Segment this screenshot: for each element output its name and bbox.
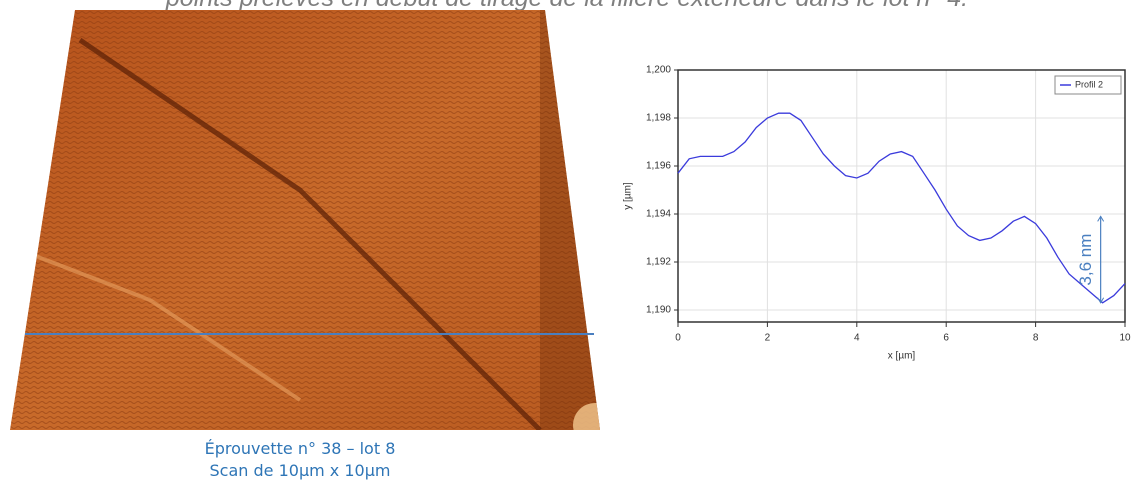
x-tick-label: 6 bbox=[943, 333, 949, 344]
header-text: points prélevés en début de tirage de la… bbox=[0, 0, 1134, 13]
legend-box bbox=[1054, 75, 1122, 95]
caption-line: Éprouvette n° 38 – lot 8 bbox=[204, 439, 396, 458]
y-tick-label: 1,192 bbox=[646, 257, 671, 268]
arrow-head bbox=[1097, 215, 1105, 222]
caption-line: Scan de 10µm x 10µm bbox=[209, 461, 391, 480]
legend-label: Profil 2 bbox=[1075, 79, 1103, 89]
y-tick-label: 1,194 bbox=[646, 209, 671, 220]
x-tick-label: 8 bbox=[1033, 333, 1039, 344]
x-axis-label: x [µm] bbox=[888, 351, 916, 362]
x-tick-label: 10 bbox=[1119, 333, 1131, 344]
y-tick-label: 1,190 bbox=[646, 305, 671, 316]
annotation-label: 3,6 nm bbox=[1076, 234, 1095, 286]
y-tick-label: 1,198 bbox=[646, 113, 671, 124]
x-tick-label: 4 bbox=[854, 333, 860, 344]
arrow-head bbox=[1097, 297, 1105, 304]
profile-chart: 1,190 1,192 1,194 1,196 1,198 1,200 0 2 4 6 8 10 x [… bbox=[615, 40, 1134, 375]
x-tick-label: 2 bbox=[765, 333, 771, 344]
y-axis-label: y [µm] bbox=[623, 182, 634, 210]
plot-frame bbox=[677, 69, 1126, 323]
data-line bbox=[677, 112, 1126, 304]
y-tick-label: 1,200 bbox=[646, 65, 671, 76]
caption: Éprouvette n° 38 – lot 8 Scan de 10µm x … bbox=[140, 438, 460, 482]
afm-image bbox=[10, 10, 600, 430]
y-tick-label: 1,196 bbox=[646, 161, 671, 172]
x-tick-label: 0 bbox=[675, 333, 681, 344]
